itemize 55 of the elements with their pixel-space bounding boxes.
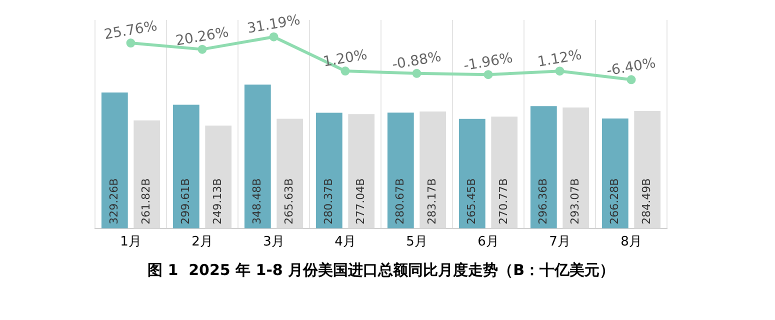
x-tick-label: 1月 bbox=[120, 234, 142, 250]
bar bbox=[634, 111, 661, 228]
bar bbox=[530, 106, 557, 228]
data-label: 280.37B bbox=[322, 178, 336, 224]
x-tick-label: 4月 bbox=[334, 234, 356, 250]
bar bbox=[562, 107, 590, 228]
data-label: -0.88% bbox=[390, 48, 442, 74]
bar bbox=[101, 92, 128, 228]
point bbox=[412, 68, 422, 78]
point bbox=[340, 66, 350, 76]
data-label: 299.61B bbox=[179, 178, 192, 224]
data-label: -1.96% bbox=[462, 50, 514, 74]
bar bbox=[491, 116, 518, 228]
data-label: 283.17B bbox=[426, 178, 439, 224]
data-label: 31.19% bbox=[246, 12, 302, 37]
data-label: 348.48B bbox=[250, 178, 264, 224]
point bbox=[626, 75, 636, 84]
bar bbox=[348, 114, 375, 228]
data-label: 249.13B bbox=[211, 178, 224, 224]
data-label: 20.26% bbox=[174, 24, 230, 50]
data-label: 296.36B bbox=[536, 178, 550, 224]
point bbox=[555, 66, 564, 76]
data-label: 1.12% bbox=[536, 47, 583, 70]
data-label: 329.26B bbox=[108, 178, 121, 224]
data-label: 25.76% bbox=[103, 18, 158, 44]
x-tick-label: 2月 bbox=[192, 234, 213, 250]
bar bbox=[387, 112, 414, 228]
bar bbox=[205, 126, 232, 228]
bar bbox=[458, 118, 486, 228]
data-label: 293.07B bbox=[568, 178, 582, 224]
bar bbox=[276, 118, 304, 228]
data-label: 280.67B bbox=[394, 178, 407, 224]
data-label: 270.77B bbox=[497, 178, 510, 224]
text: 图 1 2025 年 1-8 月份美国进口总额同比月度走势（B：十亿美元） bbox=[147, 260, 615, 279]
bar bbox=[244, 84, 271, 228]
bar bbox=[420, 112, 446, 228]
data-label: 261.82B bbox=[140, 178, 153, 224]
data-label: 265.63B bbox=[282, 178, 296, 224]
data-label: 266.28B bbox=[608, 178, 622, 224]
x-tick-label: 3月 bbox=[263, 234, 284, 250]
x-tick-label: 7月 bbox=[549, 234, 570, 250]
bar bbox=[316, 112, 342, 228]
data-label: 1.20% bbox=[322, 47, 368, 70]
x-tick-label: 5月 bbox=[406, 234, 428, 250]
data-label: 284.49B bbox=[640, 178, 654, 224]
bar bbox=[134, 120, 160, 228]
data-label: -6.40% bbox=[605, 55, 657, 80]
data-label: 277.04B bbox=[354, 178, 368, 224]
x-tick-label: 6月 bbox=[478, 234, 499, 250]
bar bbox=[172, 104, 200, 228]
point bbox=[484, 70, 493, 80]
x-tick-label: 8月 bbox=[620, 234, 642, 250]
data-label: 265.45B bbox=[465, 178, 478, 224]
bar bbox=[602, 118, 628, 228]
point bbox=[126, 38, 136, 48]
